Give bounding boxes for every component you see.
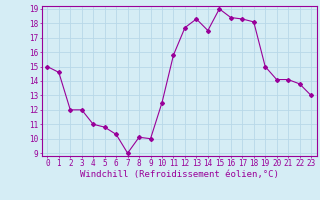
X-axis label: Windchill (Refroidissement éolien,°C): Windchill (Refroidissement éolien,°C) [80,170,279,179]
